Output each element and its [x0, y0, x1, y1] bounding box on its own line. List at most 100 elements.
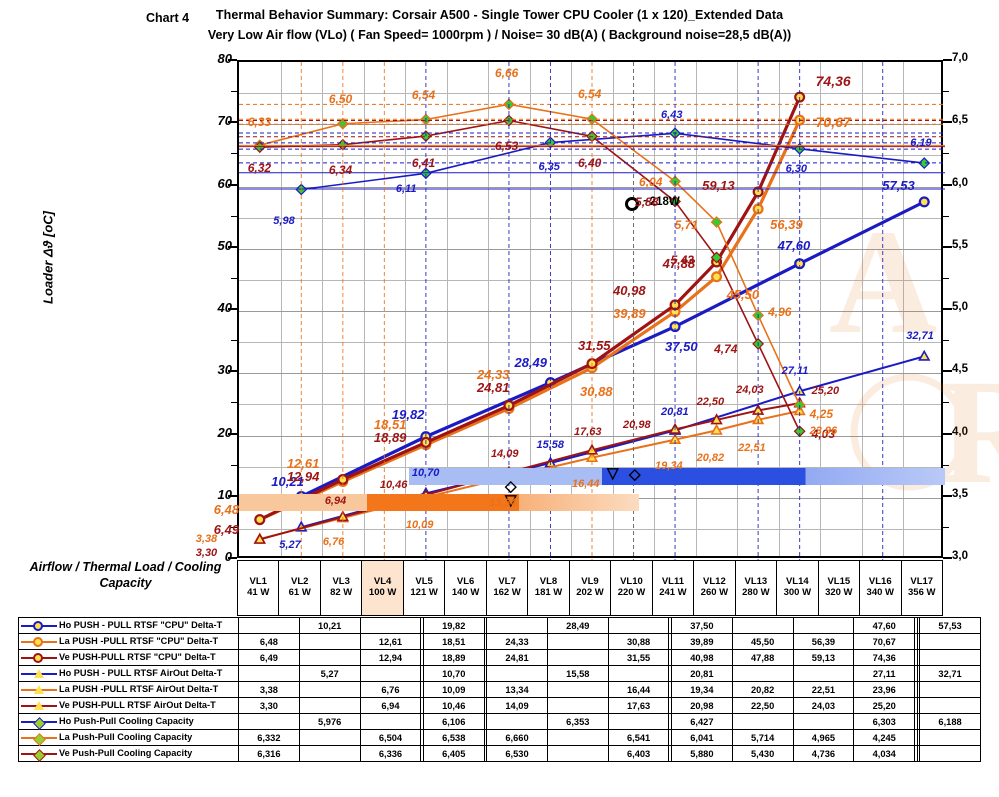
- data-point-label: 19,34: [655, 459, 683, 472]
- y-axis-right-tick-label: 4,5: [952, 363, 968, 376]
- x-axis-category: VL16 340 W: [860, 561, 902, 615]
- data-point-label: 5,71: [674, 218, 698, 233]
- y-axis-left-tick-label: 80: [217, 51, 232, 66]
- y-axis-left-tick: [228, 494, 237, 497]
- gridline-vertical: [737, 62, 739, 556]
- y-axis-left-tick-label: 30: [217, 362, 232, 378]
- y-axis-left-tick: [228, 557, 237, 559]
- y-axis-left-tick: [228, 432, 237, 435]
- category-id: VL14: [785, 576, 809, 588]
- table-row: Ve PUSH-PULL RTSF AirOut Delta-T 3,30 6,94…: [18, 697, 981, 714]
- data-point-label: 59,13: [702, 177, 735, 193]
- data-point-label: 6,11: [395, 183, 417, 196]
- data-point-label: 32,71: [906, 330, 934, 343]
- y-axis-right-tick: [943, 59, 952, 61]
- table-cell: 6,336: [359, 745, 422, 762]
- orange-bar-triangle-marker: ▽: [505, 492, 517, 509]
- data-point-label: 18,51: [373, 416, 407, 432]
- series-marker: [793, 399, 806, 411]
- table-cell: 10,70: [422, 665, 485, 682]
- table-cell: [546, 697, 609, 714]
- data-point-label: 6,50: [328, 91, 353, 106]
- series-marker: [710, 413, 723, 425]
- data-point-label: 6,48: [213, 501, 240, 517]
- series-marker: [336, 138, 349, 151]
- x-axis-category: VL5 121 W: [404, 561, 446, 615]
- table-cell: [731, 713, 794, 730]
- legend-swatch: [21, 620, 57, 631]
- data-point-label: 6,32: [247, 161, 272, 176]
- y-axis-left-tick-label: 10: [217, 486, 232, 502]
- y-axis-left-minor-tick: [231, 153, 237, 155]
- table-row: Ve PUSH-PULL RTSF "CPU" Delta-T 6,49 12,94…: [18, 649, 981, 666]
- table-cell: 6,041: [670, 729, 733, 746]
- table-cell: [919, 649, 981, 666]
- y-axis-left-tick: [228, 183, 237, 186]
- table-cell: [792, 617, 855, 634]
- x-axis-category: VL3 82 W: [321, 561, 363, 615]
- table-cell: 23,96: [853, 681, 916, 698]
- series-marker: [918, 349, 931, 361]
- y-axis-right-tick: [943, 121, 952, 124]
- data-point-label: 18,89: [373, 430, 407, 446]
- gridline-vertical: [405, 62, 407, 556]
- category-watt: 121 W: [410, 587, 438, 598]
- series-marker: [710, 251, 723, 264]
- x-axis-category: VL15 320 W: [819, 561, 861, 615]
- data-point-label: 6,66: [494, 66, 519, 81]
- table-cell: 27,11: [853, 665, 916, 682]
- category-id: VL13: [744, 576, 768, 588]
- gridline-vertical: [903, 62, 905, 556]
- category-id: VL4: [373, 576, 392, 588]
- table-cell: 6,538: [422, 729, 485, 746]
- category-watt: 356 W: [908, 587, 936, 598]
- y-axis-right-tick-label: 5,5: [952, 238, 968, 251]
- series-legend-label: La PUSH -PULL RTSF AirOut Delta-T: [59, 684, 219, 695]
- data-point-label: 22,50: [696, 395, 725, 408]
- gridline-vertical: [778, 62, 780, 556]
- table-cell: 4,245: [853, 729, 916, 746]
- table-cell: 10,09: [422, 681, 485, 698]
- gridline-vertical: [280, 62, 282, 556]
- y-axis-right-tick-label: 4,0: [952, 425, 968, 438]
- legend-swatch: [21, 748, 57, 762]
- table-cell: 28,49: [546, 617, 609, 634]
- table-cell: 6,660: [486, 729, 548, 746]
- table-cell: [546, 729, 609, 746]
- series-legend-label: Ve PUSH-PULL RTSF "CPU" Delta-T: [59, 652, 216, 663]
- data-point-label: 6,41: [411, 156, 436, 171]
- series-legend-cell: Ve PUSH-PULL RTSF AirOut Delta-T: [18, 697, 239, 714]
- table-cell: [919, 697, 981, 714]
- gridline-horizontal: [239, 279, 941, 281]
- gridline-vertical: [529, 62, 531, 556]
- series-legend-label: Ve PUSH-PULL RTSF AirOut Delta-T: [59, 700, 216, 711]
- table-cell: [298, 649, 361, 666]
- table-cell: 47,88: [731, 649, 794, 666]
- data-point-label: 4,74: [714, 341, 738, 356]
- gridline-vertical: [363, 62, 365, 556]
- gridline-vertical: [820, 62, 822, 556]
- category-watt: 82 W: [330, 587, 353, 598]
- category-id: VL9: [581, 576, 599, 588]
- category-watt: 140 W: [451, 587, 480, 598]
- x-axis-category: VL10 220 W: [611, 561, 653, 615]
- category-id: VL6: [456, 576, 475, 588]
- table-cell: 12,94: [359, 649, 422, 666]
- series-marker: [419, 130, 432, 143]
- table-cell: 6,530: [486, 745, 548, 762]
- legend-swatch: [21, 684, 57, 695]
- data-point-label: 6,19: [910, 137, 932, 150]
- table-cell: 6,188: [919, 713, 981, 730]
- y-axis-right-minor-tick: [943, 215, 949, 217]
- table-cell: 5,27: [298, 665, 361, 682]
- gridline-horizontal: [239, 404, 941, 406]
- data-point-label: 40,98: [613, 282, 646, 298]
- category-watt: 41 W: [247, 587, 270, 598]
- gridline-horizontal: [239, 342, 941, 344]
- table-cell: 37,50: [670, 617, 733, 634]
- series-line: [300, 132, 926, 191]
- category-id: VL7: [498, 576, 516, 588]
- table-cell: 6,504: [359, 729, 422, 746]
- x-axis-category: VL2 61 W: [279, 561, 321, 615]
- series-legend-cell: La PUSH -PULL RTSF AirOut Delta-T: [18, 681, 239, 698]
